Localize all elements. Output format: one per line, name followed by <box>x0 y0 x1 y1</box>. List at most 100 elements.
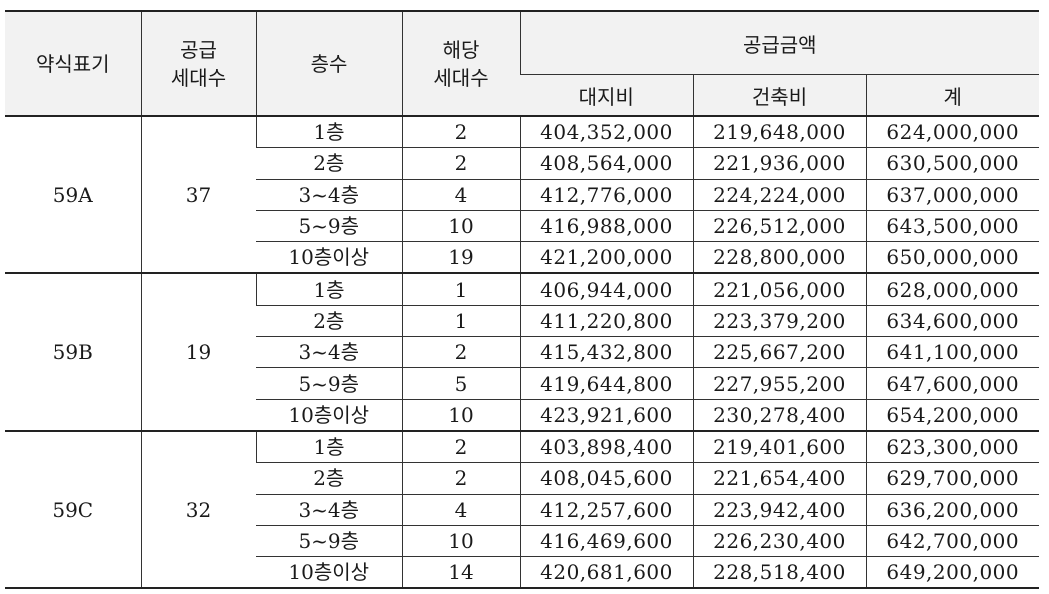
header-applicable-units: 해당 세대수 <box>401 10 520 116</box>
table-row: 5~9층 10 416,469,600 226,230,400 642,700,000 <box>5 524 1039 557</box>
table-row: 5~9층 5 419,644,800 227,955,200 647,600,000 <box>5 367 1039 400</box>
count-cell: 4 <box>401 178 520 211</box>
table-row: 10층이상 19 421,200,000 228,800,000 650,000,000 <box>5 241 1039 274</box>
land-price-cell: 412,776,000 <box>519 178 693 211</box>
floor-cell: 3~4층 <box>256 178 402 211</box>
total-price-cell: 641,100,000 <box>865 336 1039 368</box>
building-price-cell: 221,654,400 <box>692 462 866 495</box>
floor-cell: 2층 <box>256 147 402 180</box>
building-price-cell: 223,379,200 <box>692 304 866 337</box>
floor-cell: 5~9층 <box>256 524 402 557</box>
building-price-cell: 224,224,000 <box>692 178 866 211</box>
count-cell: 2 <box>401 147 520 180</box>
supply-units-cell: 32 <box>140 429 256 590</box>
building-price-cell: 221,936,000 <box>692 147 866 180</box>
floor-cell: 5~9층 <box>256 209 402 242</box>
building-price-cell: 226,230,400 <box>692 524 866 557</box>
count-cell: 2 <box>401 115 520 148</box>
floor-cell: 10층이상 <box>256 241 402 274</box>
land-price-cell: 415,432,800 <box>519 336 693 368</box>
header-floor: 층수 <box>255 10 402 116</box>
table-row: 59C 32 1층 2 403,898,400 219,401,600 623,300,00… <box>5 429 1039 590</box>
building-price-cell: 219,401,600 <box>692 429 866 463</box>
count-cell: 1 <box>401 272 520 306</box>
table-row: 3~4층 2 415,432,800 225,667,200 641,100,000 <box>5 336 1039 368</box>
building-price-cell: 230,278,400 <box>692 398 866 431</box>
total-price-cell: 628,000,000 <box>865 272 1039 306</box>
land-price-cell: 423,921,600 <box>519 398 693 431</box>
type-cell: 59A <box>5 114 141 275</box>
count-cell: 10 <box>401 209 520 242</box>
building-price-cell: 225,667,200 <box>692 336 866 368</box>
floor-cell: 3~4층 <box>256 336 402 368</box>
table-row: 59B 19 1층 1 406,944,000 221,056,000 628,000,00… <box>5 272 1039 432</box>
land-price-cell: 411,220,800 <box>519 304 693 337</box>
floor-cell: 1층 <box>255 429 402 463</box>
table-row: 10층이상 10 423,921,600 230,278,400 654,200,000 <box>5 398 1039 431</box>
count-cell: 19 <box>401 241 520 274</box>
count-cell: 4 <box>401 493 520 526</box>
total-price-cell: 643,500,000 <box>865 209 1039 242</box>
header-supply-units-line2: 세대수 <box>170 65 227 90</box>
total-price-cell: 629,700,000 <box>865 462 1039 495</box>
supply-price-table: 약식표기 공급 세대수 층수 해당 세대수 공급금액 대지비 건축비 계 59A… <box>5 10 1039 590</box>
floor-cell: 2층 <box>256 304 402 337</box>
building-price-cell: 226,512,000 <box>692 209 866 242</box>
table-row: 2층 2 408,045,600 221,654,400 629,700,000 <box>5 462 1039 495</box>
total-price-cell: 654,200,000 <box>865 398 1039 431</box>
land-price-cell: 419,644,800 <box>519 367 693 400</box>
table-header: 약식표기 공급 세대수 층수 해당 세대수 공급금액 대지비 건축비 계 <box>5 10 1039 116</box>
supply-units-cell: 37 <box>140 114 256 275</box>
land-price-cell: 420,681,600 <box>519 556 693 590</box>
land-price-cell: 403,898,400 <box>519 429 693 463</box>
total-price-cell: 650,000,000 <box>865 241 1039 274</box>
header-building: 건축비 <box>692 74 866 116</box>
building-price-cell: 223,942,400 <box>692 493 866 526</box>
land-price-cell: 408,045,600 <box>519 462 693 495</box>
count-cell: 2 <box>401 429 520 463</box>
floor-cell: 10층이상 <box>256 556 402 590</box>
total-price-cell: 634,600,000 <box>865 304 1039 337</box>
type-cell: 59B <box>5 272 141 432</box>
building-price-cell: 227,955,200 <box>692 367 866 400</box>
floor-cell: 5~9층 <box>256 367 402 400</box>
total-price-cell: 636,200,000 <box>865 493 1039 526</box>
table-row: 3~4층 4 412,257,600 223,942,400 636,200,000 <box>5 493 1039 526</box>
total-price-cell: 642,700,000 <box>865 524 1039 557</box>
price-table-container: 약식표기 공급 세대수 층수 해당 세대수 공급금액 대지비 건축비 계 59A… <box>5 10 1039 590</box>
count-cell: 10 <box>401 398 520 431</box>
floor-cell: 1층 <box>255 115 402 148</box>
header-land: 대지비 <box>520 74 693 116</box>
table-row: 10층이상 14 420,681,600 228,518,400 649,200,000 <box>5 556 1039 590</box>
land-price-cell: 406,944,000 <box>519 272 693 306</box>
land-price-cell: 421,200,000 <box>519 241 693 274</box>
floor-cell: 3~4층 <box>256 493 402 526</box>
building-price-cell: 228,518,400 <box>692 556 866 590</box>
table-row: 2층 2 408,564,000 221,936,000 630,500,000 <box>5 147 1039 180</box>
land-price-cell: 412,257,600 <box>519 493 693 526</box>
count-cell: 5 <box>401 367 520 400</box>
header-total: 계 <box>865 74 1039 116</box>
land-price-cell: 404,352,000 <box>519 115 693 148</box>
total-price-cell: 624,000,000 <box>865 115 1039 148</box>
table-row: 3~4층 4 412,776,000 224,224,000 637,000,000 <box>5 178 1039 211</box>
total-price-cell: 637,000,000 <box>865 178 1039 211</box>
count-cell: 14 <box>401 556 520 590</box>
count-cell: 1 <box>401 304 520 337</box>
total-price-cell: 647,600,000 <box>865 367 1039 400</box>
header-supply-units: 공급 세대수 <box>140 10 256 116</box>
land-price-cell: 408,564,000 <box>519 147 693 180</box>
land-price-cell: 416,988,000 <box>519 209 693 242</box>
count-cell: 10 <box>401 524 520 557</box>
building-price-cell: 219,648,000 <box>692 115 866 148</box>
floor-cell: 2층 <box>256 462 402 495</box>
table-body: 59A 37 1층 2 404,352,000 219,648,000 624,000,00… <box>5 114 1039 590</box>
land-price-cell: 416,469,600 <box>519 524 693 557</box>
building-price-cell: 228,800,000 <box>692 241 866 274</box>
header-type: 약식표기 <box>5 10 141 116</box>
count-cell: 2 <box>401 462 520 495</box>
floor-cell: 1층 <box>255 272 402 306</box>
table-row: 2층 1 411,220,800 223,379,200 634,600,000 <box>5 304 1039 337</box>
type-cell: 59C <box>5 429 141 590</box>
table-row: 5~9층 10 416,988,000 226,512,000 643,500,000 <box>5 209 1039 242</box>
